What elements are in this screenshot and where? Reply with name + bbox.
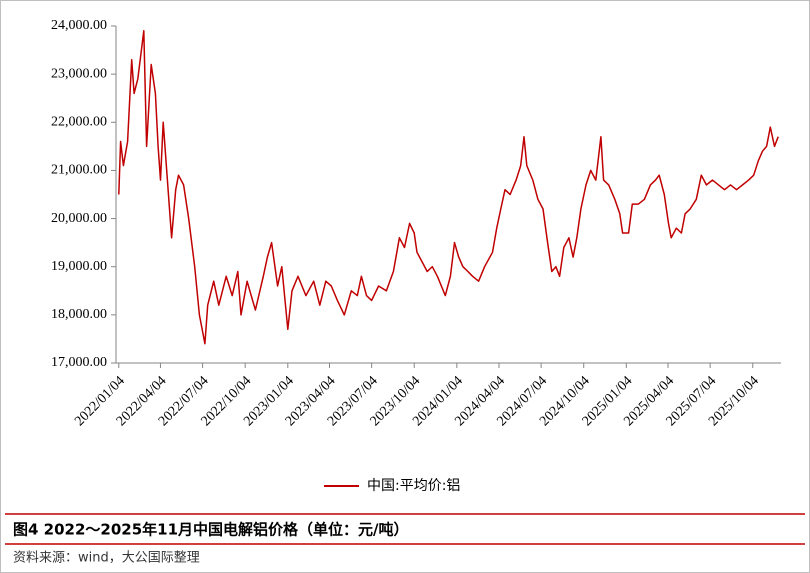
y-tick-label: 18,000.00	[51, 307, 107, 322]
y-tick-label: 19,000.00	[51, 259, 107, 274]
caption: 图4 2022～2025年11月中国电解铝价格（单位：元/吨）	[13, 521, 409, 539]
y-tick-label: 17,000.00	[51, 355, 107, 370]
y-tick-label: 20,000.00	[51, 211, 107, 226]
source: 资料来源：wind，大公国际整理	[13, 551, 200, 566]
y-tick-label: 23,000.00	[51, 66, 107, 81]
legend-label: 中国:平均价:铝	[367, 478, 460, 494]
y-tick-label: 21,000.00	[51, 163, 107, 178]
series-line	[118, 30, 779, 345]
y-tick-label: 24,000.00	[51, 18, 107, 33]
y-tick-label: 22,000.00	[51, 115, 107, 130]
